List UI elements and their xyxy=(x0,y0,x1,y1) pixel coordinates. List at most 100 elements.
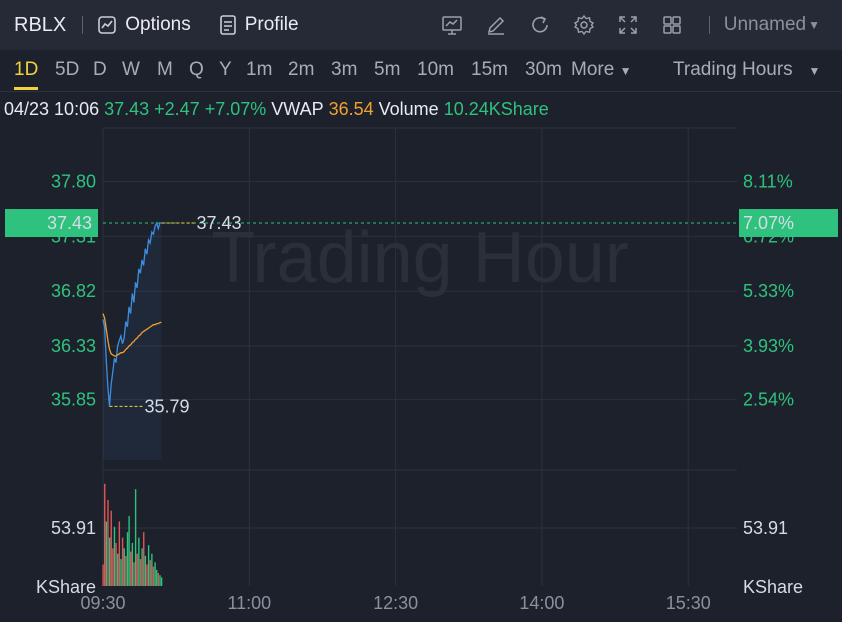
timeframe-30m[interactable]: 30m xyxy=(525,59,562,80)
caret-down-icon: ▼ xyxy=(808,18,820,32)
watermark-text: Trading Hour xyxy=(211,218,629,298)
timeframe-y[interactable]: Y xyxy=(219,59,232,80)
time-tick-label: 15:30 xyxy=(666,593,711,613)
price-tick-label: 35.85 xyxy=(51,390,96,410)
caret-down-icon: ▼ xyxy=(619,64,632,78)
vwap-label: VWAP xyxy=(271,99,324,119)
volume-bar xyxy=(125,555,127,586)
vwap-line xyxy=(102,313,162,357)
volume-bar xyxy=(147,545,150,586)
volume-bar xyxy=(156,569,158,586)
timeframe-m[interactable]: M xyxy=(157,59,173,80)
refresh-icon[interactable] xyxy=(529,14,551,36)
ticker-symbol: RBLX xyxy=(14,13,67,36)
volume-bar xyxy=(154,562,156,586)
active-timeframe-underline xyxy=(14,87,38,90)
pct-tick-label: 3.93% xyxy=(743,336,794,356)
profile-tab-label: Profile xyxy=(244,14,299,35)
volume-bar xyxy=(152,566,155,586)
volume-bar xyxy=(104,483,106,586)
volume-bar xyxy=(151,553,153,586)
pct-tick-label: 2.54% xyxy=(743,390,794,410)
volume-bar xyxy=(157,573,160,586)
timeframe-2m[interactable]: 2m xyxy=(288,59,315,80)
timeframe-10m[interactable]: 10m xyxy=(417,59,454,80)
volume-bar xyxy=(112,548,114,586)
high-marker-label: 37.43 xyxy=(197,213,242,233)
price-lines xyxy=(102,221,737,460)
timeframe-5d[interactable]: 5D xyxy=(55,59,80,80)
layout-name-dropdown[interactable]: Unnamed ▼ xyxy=(724,14,820,36)
volume-bar xyxy=(139,559,142,586)
layout-name-label: Unnamed xyxy=(723,14,807,35)
profile-tab[interactable]: Profile xyxy=(219,14,299,36)
volume-label: Volume xyxy=(378,99,439,119)
volume-bar xyxy=(113,526,116,586)
timeframe-3m[interactable]: 3m xyxy=(331,59,358,80)
settings-gear-icon[interactable] xyxy=(573,14,595,36)
options-tab[interactable]: Options xyxy=(97,14,191,36)
toolbar-divider xyxy=(82,16,84,34)
current-price-badge xyxy=(5,209,98,238)
pct-tick-label: 8.11% xyxy=(743,172,793,192)
volume-bar xyxy=(115,542,117,586)
profile-document-icon xyxy=(219,15,236,35)
draw-pen-icon[interactable] xyxy=(485,14,507,36)
current-pct-badge xyxy=(739,209,838,238)
volume-bar xyxy=(134,489,137,586)
volume-bar xyxy=(133,562,135,586)
time-tick-label: 12:30 xyxy=(373,593,418,613)
volume-bar xyxy=(130,551,132,586)
quote-change: +2.47 xyxy=(154,99,200,119)
volume-bar xyxy=(138,537,140,586)
more-timeframes-dropdown[interactable]: More ▼ xyxy=(571,59,631,81)
volume-bar xyxy=(117,553,119,586)
caret-down-icon: ▼ xyxy=(808,64,821,78)
pct-tick-label: 5.33% xyxy=(743,281,794,301)
layout-grid-icon[interactable] xyxy=(661,14,683,36)
volume-value: 10.24KShare xyxy=(443,99,549,119)
timeframe-5m[interactable]: 5m xyxy=(374,59,401,80)
price-area-fill xyxy=(103,223,162,460)
price-tick-label: 36.33 xyxy=(51,336,96,356)
volume-bar xyxy=(123,548,125,586)
volume-bar xyxy=(149,560,151,586)
top-toolbar: RBLX Options Profile xyxy=(0,0,842,50)
timeframe-1d[interactable]: 1D xyxy=(14,59,39,80)
chart-type-icon[interactable] xyxy=(441,14,463,36)
volume-bar xyxy=(159,575,161,586)
price-tick-label: 37.80 xyxy=(51,172,96,192)
volume-bar xyxy=(126,532,129,586)
low-marker-label: 35.79 xyxy=(145,396,190,416)
session-dropdown[interactable]: Trading Hours ▼ xyxy=(673,59,820,81)
price-tick-label: 36.82 xyxy=(51,281,96,301)
fullscreen-icon[interactable] xyxy=(617,14,639,36)
volume-bar xyxy=(102,564,104,586)
quote-change-pct: +7.07% xyxy=(204,99,267,119)
timeframe-15m[interactable]: 15m xyxy=(471,59,508,80)
timeframe-1m[interactable]: 1m xyxy=(246,59,273,80)
timeframe-d[interactable]: D xyxy=(93,59,107,80)
current-pct-badge-label: 7.07% xyxy=(743,213,794,233)
timeframe-bar: 1D 5D D W M Q Y 1m 2m 3m 5m 10m 15m 30m … xyxy=(0,50,842,92)
chart-tools: Unnamed ▼ xyxy=(419,0,842,50)
volume-bar xyxy=(121,537,124,586)
volume-bar xyxy=(120,559,122,586)
options-tab-label: Options xyxy=(125,14,191,35)
volume-bar xyxy=(107,499,109,586)
timeframe-q[interactable]: Q xyxy=(189,59,204,80)
options-chart-icon xyxy=(98,16,117,34)
quote-datetime: 04/23 10:06 xyxy=(4,99,100,119)
volume-bar xyxy=(141,548,143,586)
time-tick-label: 09:30 xyxy=(80,593,125,613)
volume-tick-label-right: 53.91 xyxy=(743,518,788,538)
volume-bar xyxy=(160,577,163,586)
volume-bar xyxy=(128,516,130,586)
timeframe-w[interactable]: W xyxy=(122,59,140,80)
time-tick-label: 11:00 xyxy=(227,593,271,613)
toolbar-divider xyxy=(708,16,710,34)
volume-bar xyxy=(131,542,134,586)
price-line xyxy=(102,221,162,407)
quote-price: 37.43 xyxy=(104,99,150,119)
